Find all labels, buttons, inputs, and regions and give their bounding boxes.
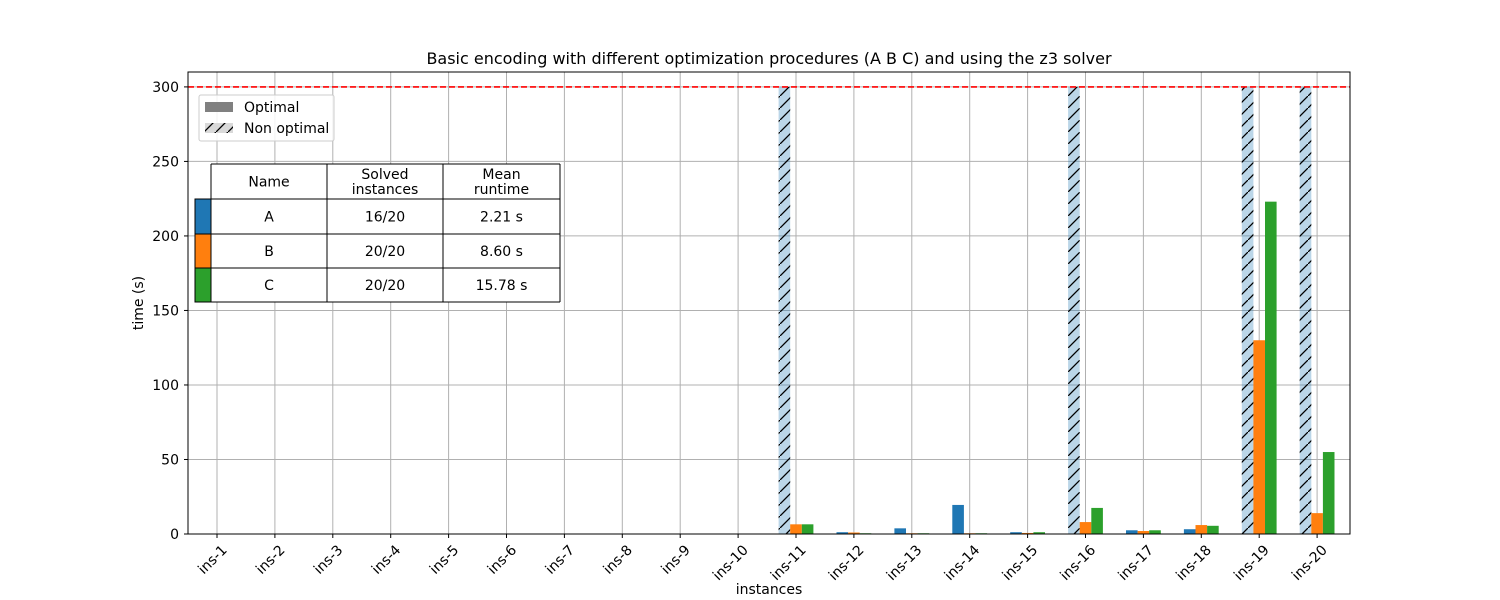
bar-c-ins-20 [1322, 452, 1335, 534]
table-cell: 20/20 [365, 278, 405, 294]
x-tick-label: ins-18 [1173, 542, 1215, 584]
bar-hatch-a-ins-19 [1241, 86, 1254, 534]
x-tick-label: ins-6 [485, 542, 520, 577]
y-tick-label: 0 [170, 527, 179, 543]
table-cell: 16/20 [365, 210, 405, 226]
x-tick-label: ins-1 [195, 542, 230, 577]
bar-c-ins-11 [801, 524, 814, 534]
bar-b-ins-19 [1253, 340, 1265, 534]
table-header-cell: Name [248, 175, 289, 191]
bar-hatch-a-ins-11 [778, 86, 791, 534]
x-tick-label: ins-17 [1115, 542, 1157, 584]
table-row-swatch [194, 233, 212, 269]
bar-b-ins-16 [1079, 522, 1092, 534]
table-background [211, 164, 560, 302]
table-header-cell: instances [352, 182, 419, 198]
legend-label: Optimal [244, 100, 299, 116]
table-cell: A [264, 210, 274, 226]
bar-c-ins-19 [1265, 201, 1277, 534]
bar-a-ins-15 [1010, 532, 1022, 534]
bar-b-ins-20 [1311, 513, 1323, 534]
legend: Optimal Non optimal [198, 94, 335, 142]
axes-layer: 0 50 100 150 200 250 300 ins-1 ins-2 ins-3 ins-4 in… [152, 71, 1351, 584]
x-tick-label: ins-19 [1231, 542, 1273, 584]
table-cell: 8.60 s [480, 244, 523, 260]
x-tick-label: ins-20 [1289, 542, 1331, 584]
x-tick-label: ins-16 [1057, 542, 1099, 584]
bar-a-ins-14 [952, 504, 964, 534]
table-cell: B [264, 244, 274, 260]
bar-b-ins-12 [848, 532, 860, 534]
y-tick-label: 250 [152, 154, 179, 170]
x-tick-label: ins-14 [942, 542, 984, 584]
bar-c-ins-18 [1207, 525, 1219, 534]
table-row-swatch [194, 198, 212, 235]
table-header-cell: Solved [361, 167, 408, 183]
bar-b-ins-18 [1195, 525, 1208, 534]
x-tick-label: ins-10 [710, 542, 752, 584]
x-tick-label: ins-3 [311, 542, 346, 577]
bar-hatch-a-ins-20 [1299, 86, 1312, 534]
y-tick-label: 150 [152, 303, 179, 319]
table-row-swatch [194, 267, 212, 303]
y-tick-label: 200 [152, 229, 179, 245]
x-tick-label: ins-15 [1000, 542, 1042, 584]
grid-layer [188, 72, 1350, 535]
plot-frame [187, 71, 1351, 535]
x-tick-label: ins-12 [826, 542, 868, 584]
table-cell: 15.78 s [476, 278, 528, 294]
y-tick-label: 50 [161, 452, 179, 468]
chart-title: Basic encoding with different optimizati… [426, 49, 1112, 68]
legend-swatch-solid [205, 102, 233, 112]
x-tick-label: ins-4 [369, 542, 404, 577]
bar-hatch-a-ins-16 [1068, 86, 1080, 534]
table-header-cell: runtime [474, 182, 529, 198]
bars-layer [199, 86, 1335, 534]
table-cell: 20/20 [365, 244, 405, 260]
x-tick-label: ins-8 [601, 542, 636, 577]
bar-b-ins-17 [1137, 531, 1150, 534]
y-tick-label: 300 [152, 80, 179, 96]
bar-c-ins-16 [1091, 507, 1103, 534]
x-tick-label: ins-13 [884, 542, 926, 584]
y-axis-label: time (s) [131, 276, 147, 330]
x-tick-label: ins-9 [658, 542, 693, 577]
bar-a-ins-13 [894, 528, 906, 534]
bar-a-ins-18 [1183, 529, 1196, 534]
table-cell: 2.21 s [480, 210, 523, 226]
bar-b-ins-15 [1021, 532, 1034, 534]
legend-swatch-hatch [205, 123, 233, 133]
legend-label: Non optimal [244, 121, 329, 137]
y-tick-label: 100 [152, 378, 179, 394]
bar-a-ins-12 [836, 532, 849, 534]
x-tick-label: ins-7 [543, 542, 578, 577]
x-axis-label: instances [736, 582, 803, 598]
bar-a-ins-17 [1126, 530, 1138, 534]
table-header-cell: Mean [482, 167, 520, 183]
bar-c-ins-17 [1149, 530, 1161, 534]
table-cell: C [264, 278, 274, 294]
x-tick-label: ins-2 [253, 542, 288, 577]
bar-b-ins-11 [790, 524, 802, 534]
bar-c-ins-15 [1033, 532, 1045, 534]
x-tick-label: ins-5 [427, 542, 462, 577]
x-tick-label: ins-11 [768, 542, 810, 584]
